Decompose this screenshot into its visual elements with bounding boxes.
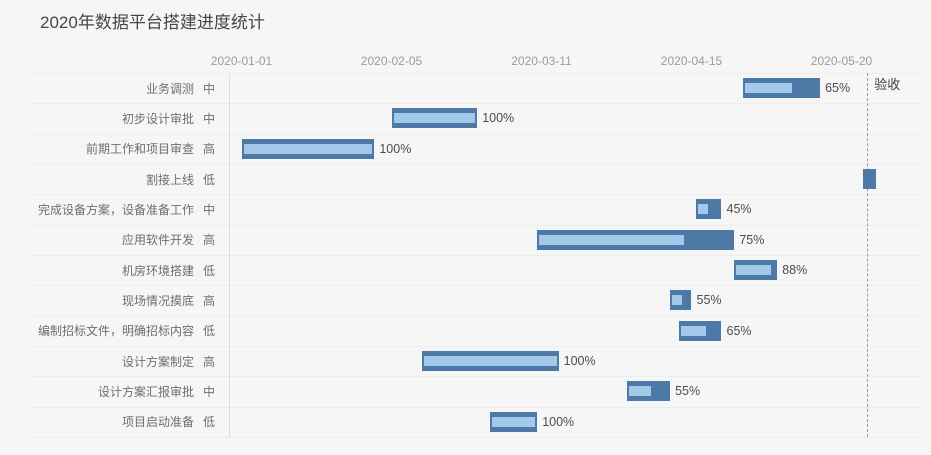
task-priority: 低	[203, 263, 216, 278]
task-label: 业务调测中	[0, 73, 217, 103]
task-label: 设计方案汇报审批中	[0, 376, 217, 406]
task-priority: 低	[203, 415, 216, 430]
row-separator-line	[31, 436, 920, 438]
row-separator-line	[31, 406, 920, 408]
task-progress-fill	[243, 143, 373, 154]
task-name: 设计方案制定	[121, 354, 194, 369]
x-axis-tick-label: 2020-05-20	[810, 54, 873, 68]
task-bar[interactable]	[734, 260, 778, 281]
task-progress-label: 55%	[696, 293, 722, 308]
task-name: 前期工作和项目审查	[85, 142, 194, 157]
acceptance-markline	[867, 73, 869, 437]
task-label: 前期工作和项目审查高	[0, 134, 217, 164]
row-separator-line	[31, 163, 920, 165]
task-progress-label: 88%	[782, 263, 808, 278]
task-bar[interactable]	[537, 229, 735, 250]
task-priority: 高	[203, 233, 216, 248]
task-progress-label: 75%	[739, 232, 765, 247]
task-progress-label: 100%	[563, 354, 596, 369]
task-label: 现场情况摸底高	[0, 285, 217, 315]
task-progress-fill	[629, 386, 651, 397]
row-separator-line	[31, 73, 920, 74]
task-label: 机房环境搭建低	[0, 255, 217, 285]
row-separator-line	[31, 194, 920, 196]
row-separator-line	[31, 285, 920, 287]
task-priority: 中	[203, 202, 216, 217]
task-bar[interactable]	[695, 199, 722, 220]
task-label: 设计方案制定高	[0, 346, 217, 376]
task-progress-label: 100%	[379, 141, 412, 156]
task-priority: 低	[203, 324, 216, 339]
task-name: 现场情况摸底	[121, 293, 194, 308]
task-label: 完成设备方案，设备准备工作中	[0, 194, 217, 224]
x-axis-tick-label: 2020-03-11	[511, 54, 572, 68]
task-priority: 高	[203, 354, 216, 369]
task-bar[interactable]	[241, 138, 375, 159]
task-progress-label: 55%	[675, 384, 701, 399]
task-priority: 低	[203, 172, 216, 187]
task-name: 应用软件开发	[121, 233, 194, 248]
task-name: 完成设备方案，设备准备工作	[37, 202, 194, 217]
task-label: 割接上线低	[0, 164, 217, 194]
task-progress-fill	[744, 83, 793, 94]
task-priority: 高	[203, 293, 216, 308]
task-name: 机房环境搭建	[121, 263, 194, 278]
task-progress-fill	[492, 416, 536, 427]
x-axis-tick-label: 2020-02-05	[360, 54, 423, 68]
row-separator-line	[31, 224, 920, 226]
task-progress-fill	[423, 356, 557, 367]
x-axis-tick-label: 2020-01-01	[210, 54, 273, 68]
task-progress-fill	[672, 295, 682, 306]
task-label: 编制招标文件，明确招标内容低	[0, 316, 217, 346]
task-name: 业务调测	[145, 81, 194, 96]
task-bar[interactable]	[421, 351, 559, 372]
task-progress-fill	[680, 325, 706, 336]
row-separator-line	[31, 254, 920, 256]
task-progress-fill	[393, 113, 476, 124]
row-separator-line	[31, 103, 920, 105]
task-bar[interactable]	[670, 290, 692, 311]
task-label: 项目启动准备低	[0, 407, 217, 437]
task-priority: 高	[203, 142, 216, 157]
acceptance-markline-label: 验收	[874, 77, 901, 92]
task-name: 割接上线	[145, 172, 194, 187]
task-bar[interactable]	[627, 381, 671, 402]
task-bar[interactable]	[490, 411, 538, 432]
task-progress-label: 45%	[726, 202, 752, 217]
task-progress-label: 100%	[542, 414, 575, 429]
task-name: 编制招标文件，明确招标内容	[37, 324, 194, 339]
task-priority: 中	[203, 384, 216, 399]
task-bar[interactable]	[391, 108, 478, 129]
task-label: 初步设计审批中	[0, 103, 217, 133]
x-axis-tick-label: 2020-04-15	[660, 54, 723, 68]
task-progress-fill	[539, 234, 685, 245]
task-label: 应用软件开发高	[0, 225, 217, 255]
task-progress-fill	[697, 204, 708, 215]
row-separator-line	[31, 315, 920, 317]
task-bar[interactable]	[742, 78, 821, 99]
task-priority: 中	[203, 111, 216, 126]
task-bar[interactable]	[862, 169, 876, 190]
chart-title: 2020年数据平台搭建进度统计	[40, 13, 265, 32]
task-progress-fill	[736, 265, 771, 276]
task-name: 初步设计审批	[121, 111, 194, 126]
row-separator-line	[31, 376, 920, 378]
task-name: 设计方案汇报审批	[97, 384, 194, 399]
task-progress-label: 65%	[825, 81, 851, 96]
row-separator-line	[31, 133, 920, 135]
task-progress-label: 100%	[482, 111, 515, 126]
y-axis-line	[229, 73, 230, 437]
row-separator-line	[31, 345, 920, 347]
task-bar[interactable]	[678, 320, 722, 341]
task-name: 项目启动准备	[121, 415, 194, 430]
task-priority: 中	[203, 81, 216, 96]
task-progress-label: 65%	[726, 323, 752, 338]
